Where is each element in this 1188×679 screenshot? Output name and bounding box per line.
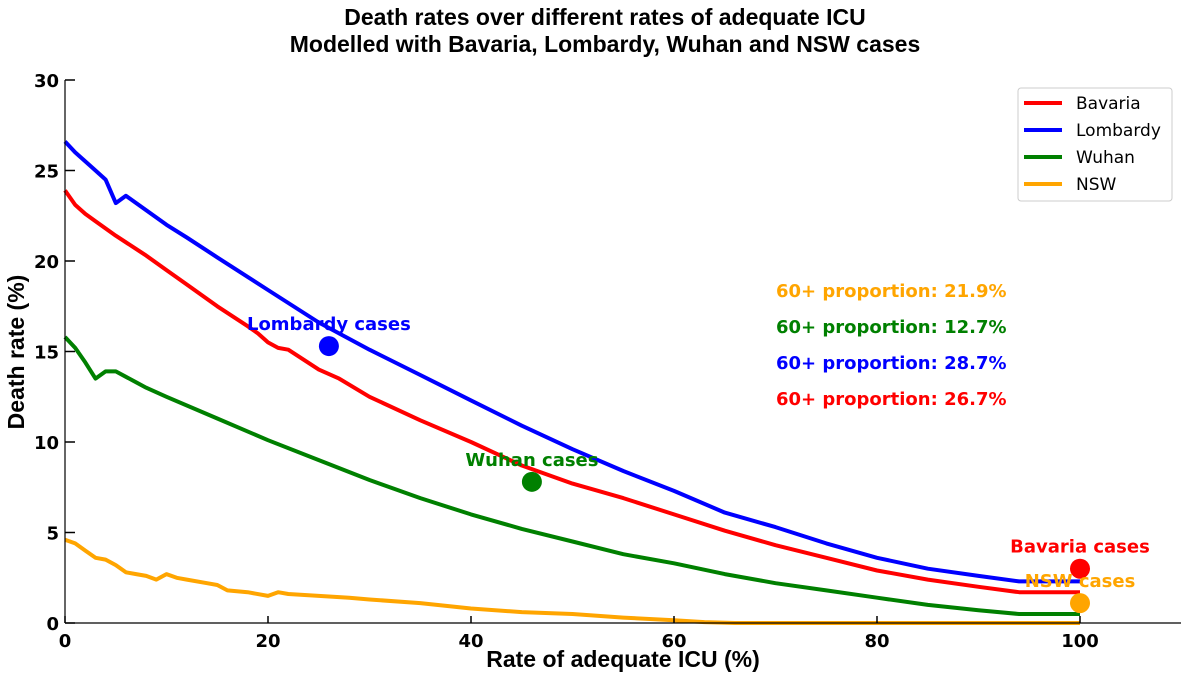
proportion-annotation: 60+ proportion: 12.7% (776, 317, 1007, 338)
bavaria-cases-label: Bavaria cases (1010, 537, 1150, 558)
x-tick-label: 100 (1061, 631, 1099, 652)
x-tick-label: 0 (59, 631, 72, 652)
x-axis-label: Rate of adequate ICU (%) (486, 646, 759, 672)
y-tick-label: 30 (34, 71, 59, 92)
x-tick-label: 40 (458, 631, 483, 652)
x-tick-label: 20 (255, 631, 280, 652)
proportion-annotation: 60+ proportion: 28.7% (776, 353, 1007, 374)
x-tick-label: 80 (864, 631, 889, 652)
plot-area: Lombardy cases Wuhan cases Bavaria cases NS… (63, 140, 1150, 625)
lombardy-cases-marker (318, 336, 339, 357)
series-line-bavaria (63, 189, 1080, 595)
y-tick-label: 25 (34, 162, 59, 183)
series-line-wuhan (63, 335, 1080, 616)
legend-frame (1017, 87, 1173, 202)
legend-label-lombardy: Lombardy (1076, 121, 1161, 141)
y-tick-label: 15 (34, 343, 59, 364)
lombardy-cases-label: Lombardy cases (247, 314, 411, 335)
y-axis-label: Death rate (%) (3, 275, 29, 430)
series-line-nsw (64, 537, 1080, 625)
chart-title-line2: Modelled with Bavaria, Lombardy, Wuhan a… (290, 31, 921, 57)
y-tick-label: 10 (34, 433, 59, 454)
nsw-cases-marker (1070, 593, 1090, 614)
chart-title-line1: Death rates over different rates of adeq… (344, 4, 865, 30)
legend-label-wuhan: Wuhan (1076, 148, 1135, 168)
bavaria-cases-marker (1070, 558, 1090, 579)
proportion-annotation: 60+ proportion: 21.9% (776, 281, 1007, 302)
wuhan-cases-marker (521, 471, 542, 492)
proportion-annotation: 60+ proportion: 26.7% (776, 389, 1007, 410)
y-tick-label: 0 (46, 614, 59, 635)
x-tick-label: 60 (661, 631, 686, 652)
y-tick-label: 20 (34, 252, 59, 273)
legend-label-bavaria: Bavaria (1076, 94, 1141, 114)
series-line-lombardy (63, 140, 1080, 584)
nsw-cases-label: NSW cases (1025, 571, 1136, 592)
wuhan-cases-label: Wuhan cases (465, 450, 598, 471)
x-ticks: 0 20 40 60 80 100 (59, 616, 1099, 652)
legend: Bavaria Lombardy Wuhan NSW (1017, 87, 1173, 202)
legend-label-nsw: NSW (1076, 175, 1117, 195)
y-ticks: 0 5 10 15 20 25 30 (34, 71, 75, 635)
y-tick-label: 5 (46, 524, 59, 545)
proportion-annotations: 60+ proportion: 21.9% 60+ proportion: 12.… (776, 281, 1007, 410)
